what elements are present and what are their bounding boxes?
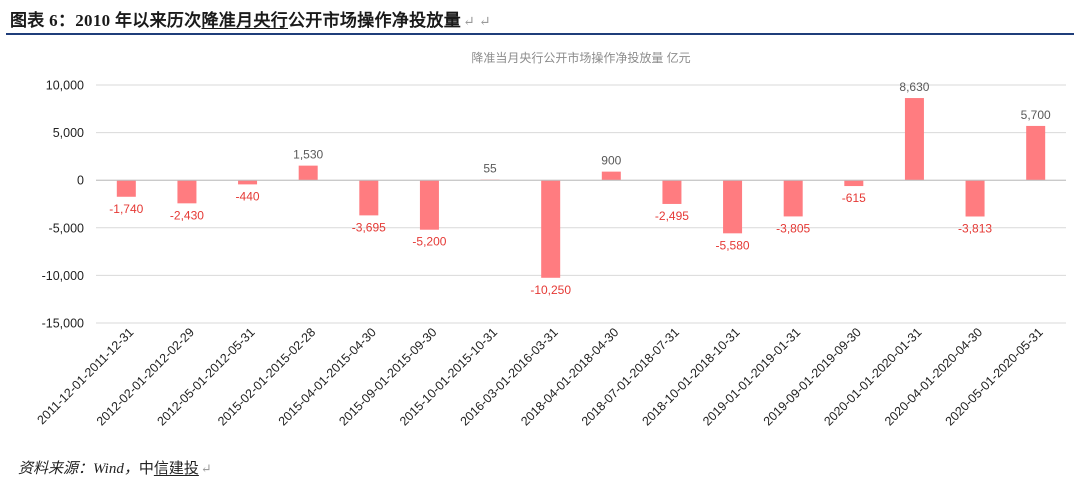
bar xyxy=(662,180,682,204)
x-tick-label: 2015-02-01-2015-02-28 xyxy=(215,325,318,428)
source-org-underlined: 信建投 xyxy=(153,461,199,477)
bar xyxy=(783,180,803,217)
y-tick-label: 0 xyxy=(77,174,84,188)
data-label: -2,495 xyxy=(655,209,689,223)
bar xyxy=(298,165,318,181)
bar xyxy=(116,180,136,197)
bar xyxy=(601,171,621,181)
x-tick-label: 2020-05-01-2020-05-31 xyxy=(943,325,1046,428)
data-label: 5,700 xyxy=(1021,108,1051,122)
data-label: 1,530 xyxy=(293,148,323,162)
source-org-plain: 中 xyxy=(138,461,154,477)
bar xyxy=(844,180,864,187)
bar xyxy=(541,180,561,278)
data-label: 900 xyxy=(601,154,621,168)
y-tick-label: 10,000 xyxy=(46,79,84,93)
x-tick-label: 2016-03-01-2016-03-31 xyxy=(458,325,561,428)
bar xyxy=(177,180,197,204)
data-label: -5,580 xyxy=(716,238,750,252)
data-label: -2,430 xyxy=(170,208,204,222)
x-tick-label: 2012-02-01-2012-02-29 xyxy=(94,325,197,428)
source-wind: Wind， xyxy=(93,461,139,477)
x-tick-label: 2015-09-01-2015-09-30 xyxy=(336,325,439,428)
x-tick-label: 2019-09-01-2019-09-30 xyxy=(761,325,864,428)
bar-chart: 降准当月央行公开市场操作净投放量 亿元 10,000 5,000 0 -5,000 -10… xyxy=(34,50,1066,428)
bar xyxy=(238,180,258,185)
data-label: -440 xyxy=(236,189,260,203)
x-tick-label: 2019-01-01-2019-01-31 xyxy=(700,325,803,428)
x-tick-label: 2012-05-01-2012-05-31 xyxy=(154,325,257,428)
y-tick-label: -15,000 xyxy=(42,317,84,331)
figure-label: 图表 6： xyxy=(10,11,76,30)
x-tick-label: 2018-04-01-2018-04-30 xyxy=(518,325,621,428)
data-label: -3,813 xyxy=(958,221,992,235)
data-label: -615 xyxy=(842,191,866,205)
y-tick-label: -5,000 xyxy=(49,221,84,235)
x-tick-label: 2011-12-01-2011-12-31 xyxy=(34,325,136,427)
figure-title-pre: 2010 年以来历次 xyxy=(75,11,202,30)
source-note: 资料来源：Wind，中信建投 ↵ xyxy=(18,457,212,478)
figure-title: 图表 6：2010 年以来历次降准月央行公开市场操作净投放量 ↵ ↵ xyxy=(10,6,491,31)
x-tick-label: 2015-10-01-2015-10-31 xyxy=(397,325,500,428)
figure-title-post: 公开市场操作净投放量 xyxy=(288,11,461,30)
figure-title-underlined: 降准月央行 xyxy=(201,11,288,30)
data-label: -1,740 xyxy=(109,202,143,216)
data-label: -10,250 xyxy=(530,283,571,297)
bar xyxy=(359,180,379,216)
x-tick-label: 2020-04-01-2020-04-30 xyxy=(882,325,985,428)
paragraph-mark-icon: ↵ xyxy=(200,461,212,476)
y-tick-label: 5,000 xyxy=(53,126,84,140)
y-tick-label: -10,000 xyxy=(42,269,84,283)
bar xyxy=(419,180,439,230)
bar xyxy=(1026,125,1046,181)
x-tick-label: 2018-10-01-2018-10-31 xyxy=(639,325,742,428)
title-divider xyxy=(6,33,1074,35)
source-prefix: 资料来源： xyxy=(18,461,94,477)
bar xyxy=(904,98,924,181)
chart-title: 降准当月央行公开市场操作净投放量 亿元 xyxy=(471,50,690,65)
data-label: 55 xyxy=(483,162,497,176)
data-label: -3,695 xyxy=(352,220,386,234)
x-tick-label: 2018-07-01-2018-07-31 xyxy=(579,325,682,428)
x-tick-label: 2020-01-01-2020-01-31 xyxy=(821,325,924,428)
x-tick-label: 2015-04-01-2015-04-30 xyxy=(276,325,379,428)
data-label: -5,200 xyxy=(412,235,446,249)
data-label: -3,805 xyxy=(776,221,810,235)
paragraph-mark-icon: ↵ ↵ xyxy=(463,15,491,30)
bar xyxy=(965,180,985,217)
bar xyxy=(723,180,743,234)
data-label: 8,630 xyxy=(899,80,929,94)
